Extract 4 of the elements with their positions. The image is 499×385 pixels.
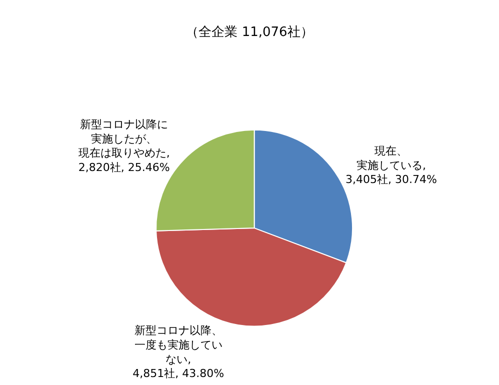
chart-title: （全企業 11,076社） xyxy=(186,25,314,40)
slice-label: 現在、実施している, 3,405社, 30.74% xyxy=(345,144,437,186)
slice-label: 新型コロナ以降に実施したが、現在は取りやめた, 2,820社, 25.46% xyxy=(78,118,170,174)
slice-label: 新型コロナ以降、一度も実施していない, 4,851社, 43.80% xyxy=(132,324,224,380)
